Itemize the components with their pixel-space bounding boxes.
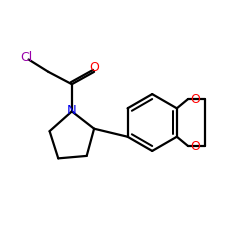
Text: O: O: [89, 61, 99, 74]
Text: O: O: [190, 92, 200, 106]
Text: Cl: Cl: [20, 51, 33, 64]
Text: N: N: [67, 104, 77, 117]
Text: O: O: [190, 140, 200, 152]
